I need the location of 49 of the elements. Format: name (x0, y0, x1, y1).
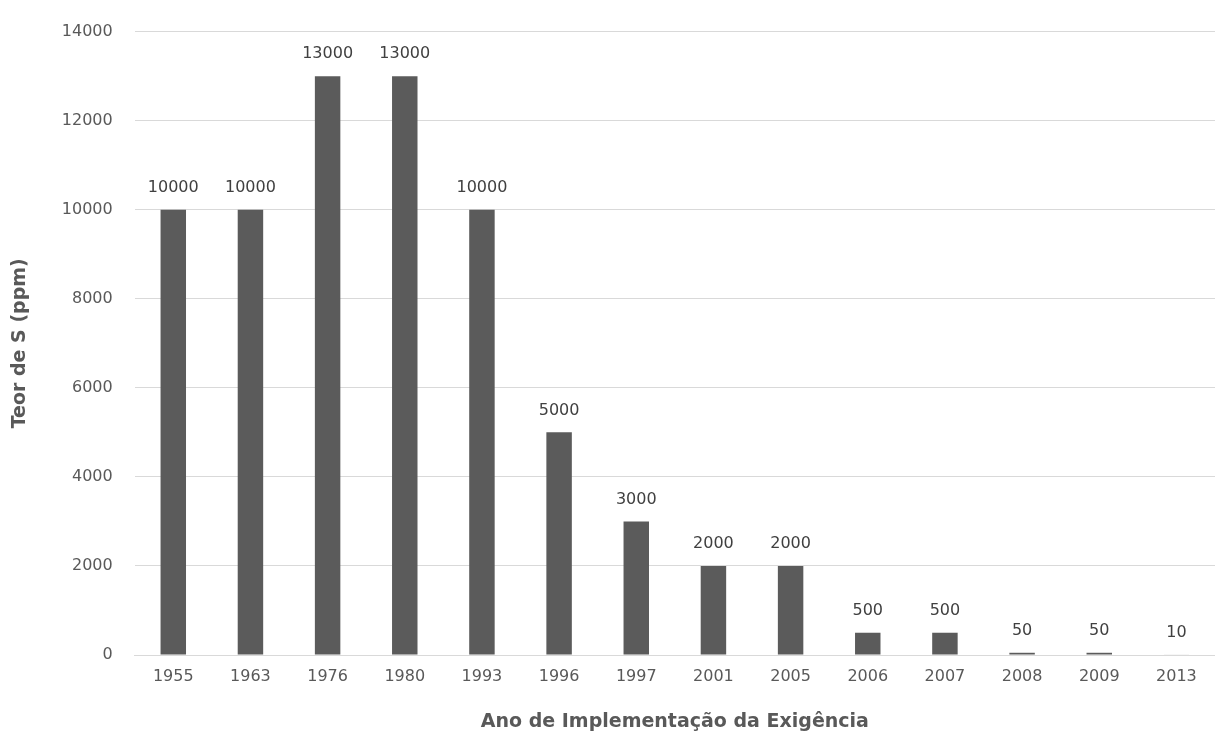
data-label: 10000 (224, 176, 276, 196)
data-label: 5000 (538, 399, 580, 419)
y-tick-label: 2000 (71, 555, 113, 575)
bar (392, 76, 418, 655)
bar (700, 565, 727, 655)
x-tick-label: 1993 (461, 665, 503, 685)
data-label: 500 (929, 599, 961, 619)
bar (855, 632, 881, 655)
data-label: 2000 (693, 533, 734, 553)
data-label: 10 (1166, 621, 1187, 641)
x-tick-label: 2006 (847, 665, 889, 685)
bar (160, 209, 187, 655)
bar (237, 209, 264, 655)
data-label: 13000 (302, 43, 354, 63)
bar (777, 565, 804, 655)
x-tick-label: 1997 (615, 665, 657, 685)
y-tick-label: 6000 (71, 376, 113, 396)
bar (546, 432, 572, 655)
x-tick-label: 1980 (384, 665, 426, 685)
y-tick-label: 10000 (61, 198, 113, 218)
bar (932, 632, 958, 655)
y-tick-label: 12000 (61, 109, 113, 129)
y-axis-title: Teor de S (ppm) (7, 258, 30, 429)
bar (314, 76, 341, 655)
y-tick-label: 8000 (71, 287, 113, 307)
data-label: 50 (1011, 619, 1033, 639)
x-tick-label: 2001 (693, 665, 734, 685)
bar (623, 521, 649, 655)
x-tick-label: 2005 (770, 665, 811, 685)
data-label: 500 (852, 599, 884, 619)
data-label: 10000 (456, 176, 508, 196)
x-tick-label: 1963 (230, 665, 271, 685)
bar (469, 209, 495, 655)
x-tick-label: 2008 (1001, 665, 1043, 685)
data-label: 3000 (615, 488, 657, 508)
x-tick-label: 1996 (538, 665, 580, 685)
x-tick-label: 2013 (1156, 665, 1197, 685)
y-tick-label: 14000 (61, 20, 113, 40)
x-tick-label: 1976 (307, 665, 348, 685)
data-label: 50 (1089, 619, 1110, 639)
x-tick-label: 2009 (1078, 665, 1120, 685)
y-tick-label: 0 (102, 644, 113, 664)
y-tick-label: 4000 (71, 466, 113, 486)
x-axis-title: Ano de Implementação da Exigência (480, 708, 869, 731)
data-label: 13000 (379, 43, 431, 63)
x-tick-label: 2007 (924, 665, 966, 685)
x-tick-label: 1955 (152, 665, 194, 685)
data-label: 10000 (147, 176, 199, 196)
data-label: 2000 (770, 533, 811, 553)
